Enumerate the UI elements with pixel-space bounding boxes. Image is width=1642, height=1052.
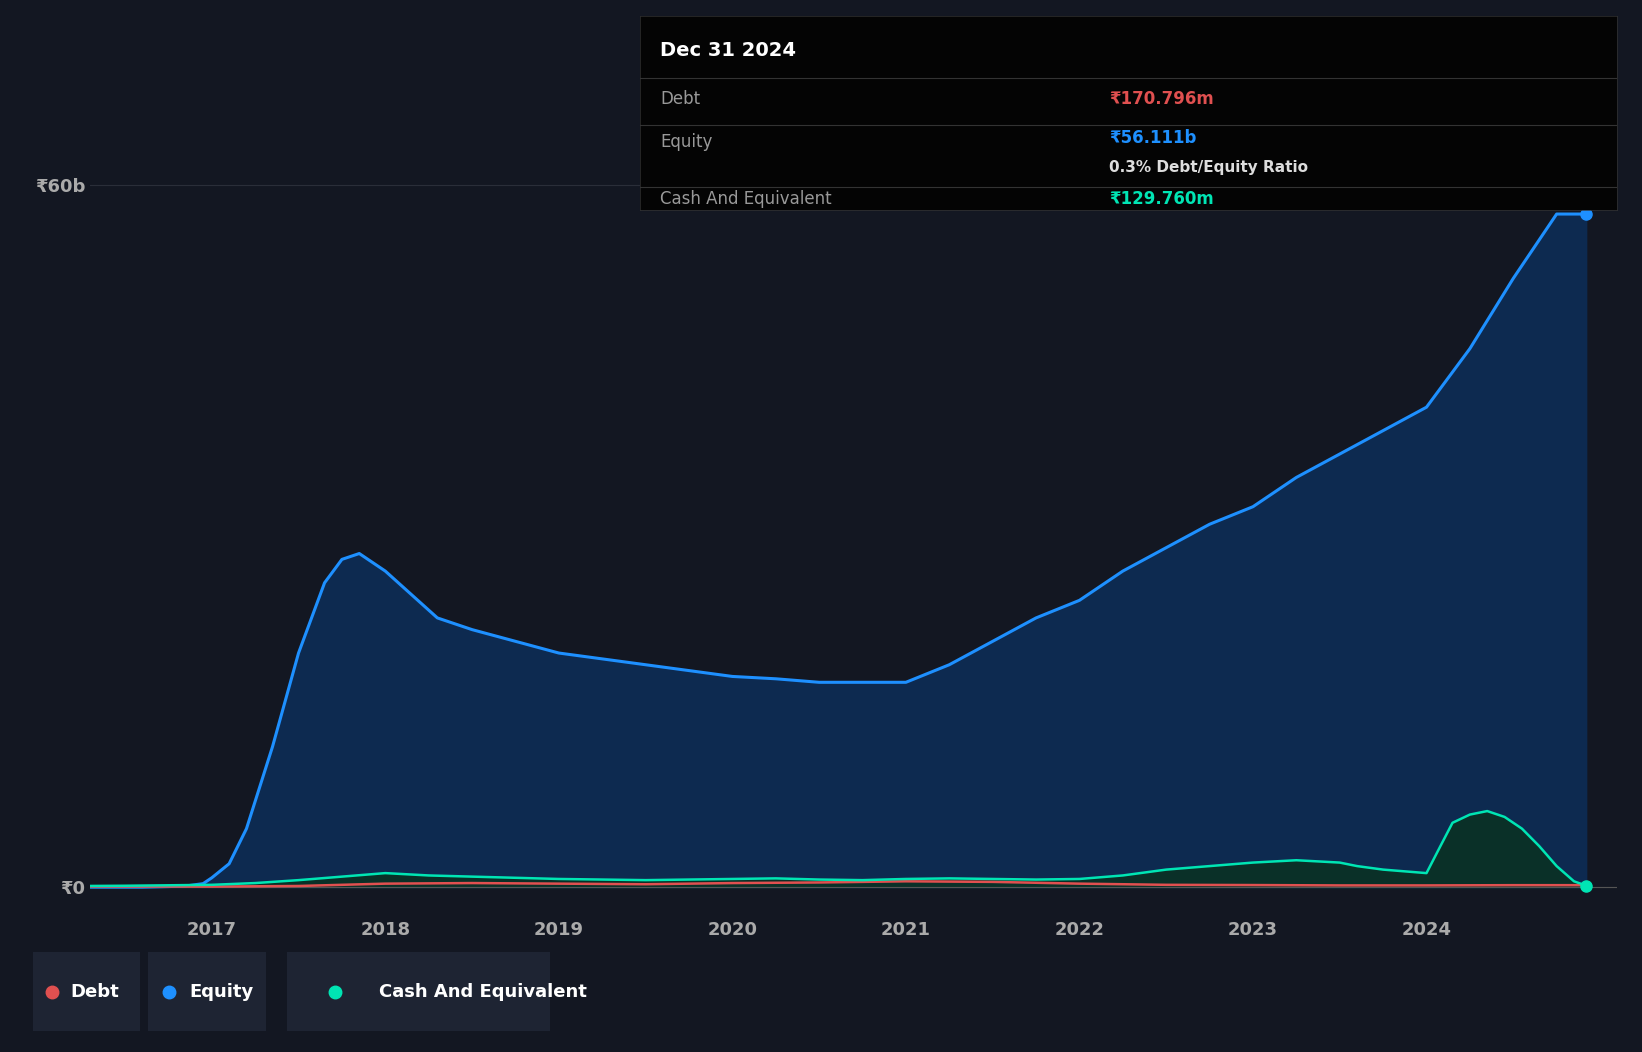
Text: Dec 31 2024: Dec 31 2024 (660, 41, 796, 60)
Text: ₹56.111b: ₹56.111b (1110, 129, 1197, 147)
Text: Cash And Equivalent: Cash And Equivalent (660, 189, 831, 207)
Text: 0.3% Debt/Equity Ratio: 0.3% Debt/Equity Ratio (1110, 160, 1309, 175)
Text: ₹129.760m: ₹129.760m (1110, 189, 1213, 207)
Text: ₹170.796m: ₹170.796m (1110, 90, 1213, 108)
Text: Debt: Debt (71, 983, 118, 1000)
Text: Equity: Equity (189, 983, 253, 1000)
Text: Equity: Equity (660, 134, 713, 151)
Text: Debt: Debt (660, 90, 699, 108)
Text: Cash And Equivalent: Cash And Equivalent (379, 983, 588, 1000)
